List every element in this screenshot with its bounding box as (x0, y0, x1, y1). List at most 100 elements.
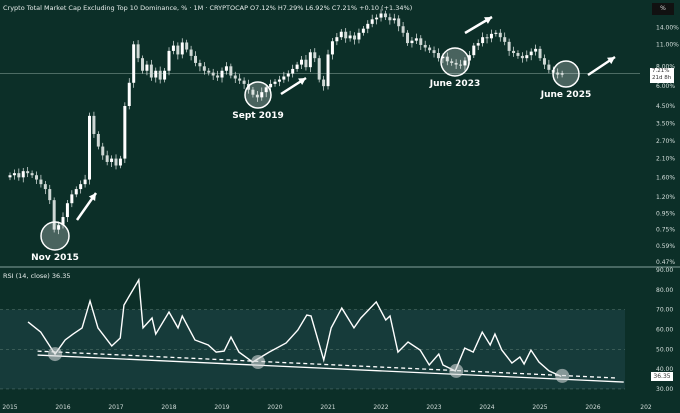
candle-body (419, 38, 423, 45)
candle-body (529, 51, 533, 56)
candle-body (494, 32, 498, 34)
candle-body (136, 44, 140, 59)
candle-body (375, 17, 379, 20)
rsi-axis-label: 90.00 (656, 267, 673, 274)
rsi-title: RSI (14, close) 36.35 (3, 272, 71, 280)
candle-body (383, 13, 387, 18)
candle-body (229, 66, 233, 76)
candle-body (180, 42, 184, 55)
rsi-axis-label: 60.00 (656, 326, 673, 333)
candle-body (21, 171, 25, 178)
candle-body (260, 92, 264, 98)
candle-body (445, 56, 449, 62)
candle-body (141, 58, 145, 71)
candle-body (450, 61, 454, 63)
candle-body (158, 70, 162, 80)
candle-body (317, 58, 321, 80)
candle-body (467, 55, 471, 61)
price-axis-label: 4.50% (656, 103, 675, 110)
candle-body (489, 33, 493, 39)
rsi-axis-label: 50.00 (656, 346, 673, 353)
candle-body (459, 64, 463, 66)
rsi-axis-label: 40.00 (656, 366, 673, 373)
candle-body (423, 44, 427, 48)
candle-body (534, 48, 538, 52)
candles (8, 9, 564, 235)
bar-countdown: 21d 8h (652, 75, 672, 81)
candle-body (96, 133, 100, 147)
candle-body (388, 17, 392, 21)
time-axis-label: 2017 (108, 404, 123, 411)
rsi-touch-point (251, 355, 266, 370)
time-axis-label: 2016 (55, 404, 70, 411)
candle-body (361, 28, 365, 33)
candle-body (211, 72, 215, 76)
annotation-label: Nov 2015 (31, 253, 79, 263)
price-axis-label: 2.70% (656, 138, 675, 145)
percent-scale-button[interactable]: % (652, 3, 674, 15)
annotation-label: Sept 2019 (232, 111, 284, 121)
highlight-circle (552, 60, 580, 88)
candle-body (57, 225, 61, 230)
candle-body (379, 13, 383, 18)
candle-body (428, 47, 432, 51)
arrow-head (298, 78, 306, 86)
rsi-axis-label: 30.00 (656, 386, 673, 393)
candle-body (123, 106, 127, 159)
candle-body (224, 66, 228, 71)
candle-body (560, 73, 564, 75)
rsi-line (27, 277, 562, 378)
time-axis-label: 2025 (532, 404, 547, 411)
candle-body (30, 173, 34, 176)
candle-body (8, 175, 12, 178)
candle-body (308, 52, 312, 68)
candle-body (476, 43, 480, 46)
axes: 14.00% 11.00% 8.00% 6.00% 4.50% 3.50% 2.70% 2.1… (2, 25, 679, 411)
candle-body (255, 94, 259, 98)
time-axis-label: 2020 (267, 404, 282, 411)
candle-body (61, 217, 65, 226)
candle-body (282, 76, 286, 80)
candle-body (344, 31, 348, 39)
candle-body (441, 56, 445, 59)
arrow-icon (75, 192, 98, 221)
candle-body (313, 52, 317, 59)
candle-body (70, 194, 74, 204)
rsi-value-tag: 36.35 (651, 372, 673, 381)
candle-body (353, 35, 357, 40)
candle-body (277, 79, 281, 82)
candle-body (304, 59, 308, 68)
price-axis-label: 0.75% (656, 227, 675, 234)
candle-body (79, 184, 83, 190)
time-axis-label: 2024 (479, 404, 494, 411)
time-axis-label: 2019 (214, 404, 229, 411)
candle-body (207, 70, 211, 73)
candle-body (12, 173, 16, 176)
time-axis-label: 2018 (161, 404, 176, 411)
price-axis-label: 2.10% (656, 156, 675, 163)
chart-title: Crypto Total Market Cap Excluding Top 10… (3, 4, 413, 12)
candle-body (185, 42, 189, 50)
candle-body (366, 23, 370, 29)
candle-body (542, 58, 546, 65)
candle-body (507, 41, 511, 51)
candle-body (291, 68, 295, 74)
candle-body (132, 44, 136, 83)
candle-body (286, 73, 290, 77)
candle-body (330, 41, 334, 55)
candle-body (149, 64, 153, 78)
candle-body (17, 173, 21, 178)
rsi-touch-point (555, 368, 570, 383)
price-axis-label: 6.00% (656, 83, 675, 90)
candle-body (432, 50, 436, 54)
time-axis-label: 202 (640, 404, 652, 411)
annotation-label: June 2025 (540, 90, 591, 100)
solid-trendline (37, 354, 624, 383)
candle-body (463, 60, 467, 66)
current-price-tag: 7.21% 21d 8h (650, 68, 674, 83)
candle-body (269, 83, 273, 88)
candle-body (101, 146, 105, 156)
candle-body (176, 45, 180, 55)
candle-body (357, 32, 361, 40)
